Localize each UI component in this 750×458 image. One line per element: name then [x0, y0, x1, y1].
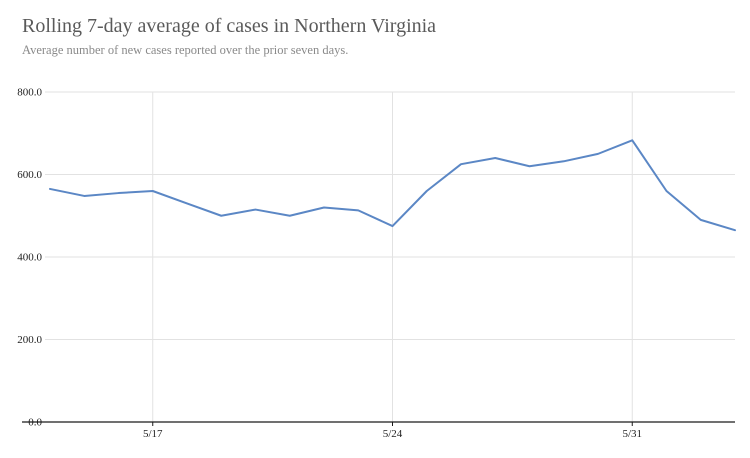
x-tick-label: 5/17 — [143, 428, 163, 440]
chart-header: Rolling 7-day average of cases in Northe… — [22, 14, 436, 58]
data-series-line — [49, 139, 736, 232]
y-tick-label: 200.0 — [17, 334, 42, 346]
x-tick-label: 5/31 — [622, 428, 642, 440]
chart-subtitle: Average number of new cases reported ove… — [22, 43, 349, 57]
chart-title: Rolling 7-day average of cases in Northe… — [22, 15, 437, 37]
x-tick-label: 5/24 — [383, 428, 403, 440]
y-tick-label: 600.0 — [17, 169, 42, 181]
y-tick-label: 800.0 — [17, 87, 42, 99]
y-tick-label: 400.0 — [17, 252, 42, 264]
